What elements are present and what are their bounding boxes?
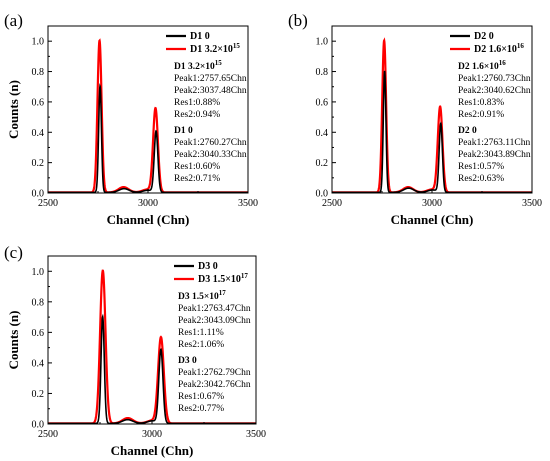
annotation-line: Peak2:3043.09Chn [178, 316, 251, 326]
x-tick-label: 3500 [522, 198, 542, 209]
y-tick-label: 1.0 [316, 37, 329, 48]
legend-entry: D2 1.6×1016 [474, 42, 524, 55]
x-tick-label: 3000 [138, 198, 158, 209]
superscript: 15 [233, 42, 241, 50]
annotation-line: Peak1:2760.73Chn [458, 74, 531, 84]
legend-entry: D1 0 [190, 31, 210, 42]
y-tick-label: 0.8 [32, 67, 45, 78]
annotation-title: D2 1.6×1016 [458, 59, 506, 72]
annotation-line: Peak1:2763.11Chn [458, 138, 530, 148]
annotation-line: Peak1:2757.65Chn [174, 74, 247, 84]
annotation-line: Res1:0.88% [174, 98, 220, 108]
y-tick-label: 0.8 [32, 297, 45, 308]
y-tick-label: 0.4 [316, 128, 329, 139]
annotation-line: Peak1:2763.47Chn [178, 304, 251, 314]
legend-entry: D3 1.5×1017 [198, 272, 248, 285]
y-axis-label: Counts (n) [6, 80, 21, 139]
x-tick-label: 2500 [38, 429, 58, 440]
superscript: 15 [215, 59, 223, 67]
superscript: 16 [517, 42, 525, 50]
annotation-title: D2 0 [458, 126, 477, 136]
legend-entry: D2 0 [474, 31, 494, 42]
x-axis-label: Channel (Chn) [111, 443, 194, 458]
chart-panel-1: (b) 0.0 0.2 0.4 0.6 0.8 1.0 2500 3000 3500 Channel… [288, 11, 542, 227]
x-tick-label: 3000 [422, 198, 442, 209]
x-axis-label: Channel (Chn) [107, 212, 190, 227]
annotation-line: Res2:0.63% [458, 174, 504, 184]
x-tick-label: 3500 [238, 198, 258, 209]
x-tick-label: 3000 [142, 429, 162, 440]
annotation-line: Res1:0.67% [178, 392, 224, 402]
annotation-line: Res1:0.60% [174, 162, 220, 172]
y-tick-label: 0.0 [32, 189, 45, 200]
superscript: 16 [499, 59, 507, 67]
superscript: 17 [219, 289, 227, 297]
annotation-title: D3 1.5×1017 [178, 289, 226, 302]
annotation-line: Res2:0.94% [174, 110, 220, 120]
annotation-line: Peak2:3043.89Chn [458, 150, 531, 160]
chart-panel-0: (a) 0.0 0.2 0.4 0.6 0.8 1.0 2500 3000 3500 Channel… [4, 11, 258, 227]
y-tick-label: 0.4 [32, 128, 45, 139]
x-tick-label: 3500 [246, 429, 266, 440]
panel-label: (b) [288, 11, 308, 30]
annotation-line: Peak2:3037.48Chn [174, 86, 247, 96]
annotation-line: Peak2:3040.33Chn [174, 150, 247, 160]
annotation-line: Res2:1.06% [178, 340, 224, 350]
y-tick-label: 1.0 [32, 37, 45, 48]
panel-label: (c) [4, 243, 23, 262]
chart-panel-2: (c) 0.0 0.2 0.4 0.6 0.8 1.0 2500 3000 3500 Channel… [4, 243, 266, 458]
annotation-line: Res1:1.11% [178, 328, 224, 338]
annotation-line: Peak1:2760.27Chn [174, 138, 247, 148]
y-tick-label: 0.2 [32, 158, 45, 169]
legend-entry: D1 3.2×1015 [190, 42, 240, 55]
y-tick-label: 0.4 [32, 358, 45, 369]
y-tick-label: 0.6 [316, 97, 329, 108]
annotation-line: Res2:0.77% [178, 404, 224, 414]
annotation-title: D1 3.2×1015 [174, 59, 222, 72]
y-tick-label: 0.0 [32, 420, 45, 431]
superscript: 17 [241, 272, 249, 280]
y-tick-label: 1.0 [32, 267, 45, 278]
annotation-title: D1 0 [174, 126, 193, 136]
y-tick-label: 0.2 [316, 158, 329, 169]
y-tick-label: 0.2 [32, 389, 45, 400]
x-tick-label: 2500 [322, 198, 342, 209]
y-tick-label: 0.6 [32, 328, 45, 339]
legend-entry: D3 0 [198, 261, 218, 272]
annotation-line: Peak2:3042.76Chn [178, 380, 251, 390]
annotation-line: Peak1:2762.79Chn [178, 368, 251, 378]
annotation-title: D3 0 [178, 356, 197, 366]
annotation-line: Peak2:3040.62Chn [458, 86, 531, 96]
x-tick-label: 2500 [38, 198, 58, 209]
annotation-line: Res2:0.91% [458, 110, 504, 120]
y-tick-label: 0.8 [316, 67, 329, 78]
y-tick-label: 0.6 [32, 97, 45, 108]
y-axis-label: Counts (n) [6, 311, 21, 370]
annotation-line: Res1:0.57% [458, 162, 504, 172]
panel-label: (a) [4, 11, 23, 30]
annotation-line: Res2:0.71% [174, 174, 220, 184]
y-tick-label: 0.0 [316, 189, 329, 200]
x-axis-label: Channel (Chn) [391, 212, 474, 227]
annotation-line: Res1:0.83% [458, 98, 504, 108]
